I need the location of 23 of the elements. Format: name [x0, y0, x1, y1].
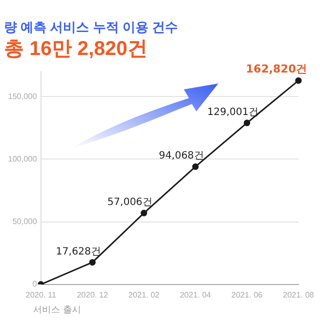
x-tick-label: 2020. 11 — [26, 290, 57, 300]
x-tick-label: 2021. 02 — [128, 290, 160, 300]
chart-title: 량 예측 서비스 누적 이용 건수 — [4, 19, 178, 34]
text: 57,006건 — [107, 197, 152, 208]
y-tick-label: 0 — [32, 280, 38, 289]
x-tick-label: 2021. 08 — [282, 290, 315, 300]
point — [89, 259, 96, 266]
text: 서비스 출시 — [32, 305, 81, 316]
y-tick-label: 100,000 — [8, 154, 38, 164]
chart-subtitle: 총 16만 2,820건 — [4, 38, 148, 60]
text: 17,628건 — [56, 246, 101, 258]
point — [244, 120, 250, 126]
x-tick-label: 2020. 12 — [76, 290, 109, 300]
point — [295, 77, 302, 84]
text: 94,068건 — [158, 150, 204, 162]
point — [140, 210, 148, 216]
text: 129,001건 — [207, 106, 259, 118]
text: 162,820건 — [246, 62, 307, 76]
x-tick-label: 2021. 04 — [180, 290, 212, 300]
y-tick-label: 150,000 — [8, 92, 38, 101]
y-tick-label: 50,000 — [12, 217, 38, 226]
x-tick-label: 2021. 06 — [231, 290, 264, 300]
point — [192, 163, 199, 170]
